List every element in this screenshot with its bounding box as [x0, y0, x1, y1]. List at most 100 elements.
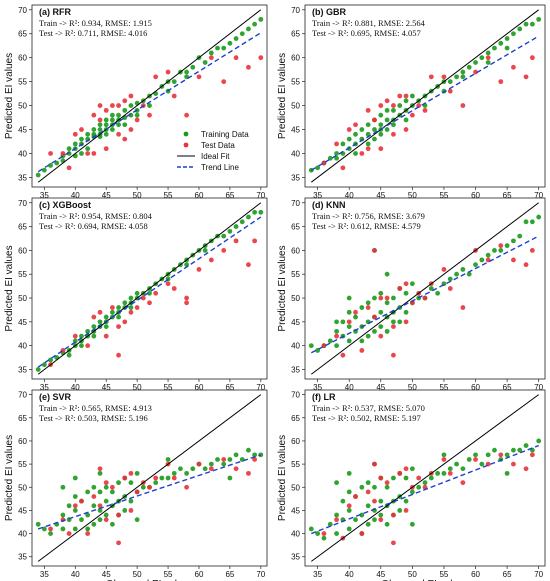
test-point — [334, 517, 339, 523]
legend-ideal-label: Ideal Fit — [201, 152, 230, 161]
y-axis-title: Predicted EI values — [277, 435, 288, 521]
test-point — [60, 151, 66, 156]
training-point — [365, 480, 371, 486]
training-point — [460, 74, 466, 80]
training-point — [378, 131, 384, 137]
ideal-fit-line — [37, 394, 262, 562]
y-tick-label: 70 — [291, 199, 300, 208]
training-point — [346, 324, 352, 330]
training-point — [72, 508, 78, 513]
test-point — [340, 352, 346, 358]
training-point — [60, 484, 66, 490]
test-point — [91, 314, 97, 320]
y-tick-label: 60 — [291, 246, 300, 255]
x-tick-label: 65 — [225, 383, 234, 392]
training-point — [103, 122, 109, 128]
test-point — [378, 295, 384, 301]
training-point — [416, 484, 422, 490]
test-point — [103, 146, 109, 152]
test-point — [391, 324, 396, 330]
training-point — [72, 475, 78, 481]
y-axis-title: Predicted EI values — [277, 245, 288, 331]
test-point — [523, 262, 529, 268]
trend-line — [37, 216, 262, 368]
training-point — [359, 484, 365, 490]
training-point — [103, 498, 109, 504]
training-point — [246, 26, 251, 32]
test-point — [233, 55, 239, 61]
training-point — [340, 141, 346, 147]
test-point — [365, 305, 371, 310]
y-tick-label: 60 — [18, 246, 27, 255]
training-point — [227, 228, 233, 234]
training-point — [321, 535, 327, 541]
y-tick-label: 70 — [18, 199, 27, 208]
training-point — [103, 131, 109, 137]
panel-title: (a) RFR — [39, 7, 71, 17]
training-point — [340, 319, 346, 325]
test-stats: Test -> R²: 0.694, RMSE: 4.058 — [39, 221, 148, 231]
training-point — [85, 131, 91, 137]
training-point — [391, 475, 396, 481]
test-point — [48, 151, 53, 156]
test-point — [403, 281, 409, 287]
training-point — [466, 271, 472, 277]
training-point — [128, 480, 134, 486]
ideal-fit-line — [311, 202, 539, 375]
training-point — [498, 247, 504, 253]
test-point — [153, 290, 159, 296]
training-point — [334, 319, 339, 325]
training-point — [97, 508, 103, 513]
test-point — [416, 475, 422, 481]
training-point — [485, 60, 491, 65]
data-layer — [35, 394, 264, 562]
training-point — [35, 367, 41, 372]
training-point — [41, 526, 47, 532]
training-point — [397, 319, 403, 325]
test-point — [403, 127, 409, 132]
training-point — [384, 521, 390, 527]
test-point — [85, 343, 91, 349]
test-point — [372, 498, 377, 504]
test-point — [128, 93, 134, 99]
training-point — [479, 257, 485, 263]
test-point — [529, 452, 535, 458]
train-stats: Train -> R²: 0.954, RMSE: 0.804 — [39, 211, 153, 221]
training-point — [128, 498, 134, 504]
training-point — [109, 309, 115, 315]
training-point — [384, 127, 390, 132]
trend-line — [310, 35, 540, 171]
training-point — [85, 146, 91, 152]
test-point — [529, 55, 535, 61]
train-stats: Train -> R²: 0.881, RMSE: 2.564 — [312, 18, 426, 28]
training-point — [233, 224, 239, 229]
training-point — [35, 521, 41, 527]
training-point — [41, 167, 47, 173]
training-point — [479, 461, 485, 467]
test-point — [409, 112, 415, 118]
test-point — [221, 457, 227, 462]
training-point — [378, 498, 384, 504]
test-point — [116, 512, 121, 518]
test-point — [447, 470, 453, 476]
test-point — [147, 484, 152, 490]
test-point — [85, 531, 91, 536]
x-tick-label: 70 — [256, 191, 265, 200]
legend-trend-label: Trend Line — [201, 163, 240, 172]
training-point — [365, 521, 371, 527]
trend-line — [37, 454, 262, 530]
training-point — [85, 512, 91, 518]
test-point — [208, 257, 214, 263]
training-point — [109, 489, 115, 495]
x-tick-label: 60 — [471, 191, 480, 200]
y-tick-label: 65 — [18, 223, 27, 232]
x-tick-label: 40 — [345, 570, 354, 579]
x-tick-label: 50 — [408, 191, 417, 200]
data-layer — [308, 9, 542, 183]
training-point — [353, 517, 358, 523]
training-point — [171, 79, 177, 85]
training-point — [134, 470, 140, 476]
training-point — [258, 16, 264, 22]
y-tick-label: 70 — [18, 6, 27, 15]
training-point — [391, 107, 396, 113]
